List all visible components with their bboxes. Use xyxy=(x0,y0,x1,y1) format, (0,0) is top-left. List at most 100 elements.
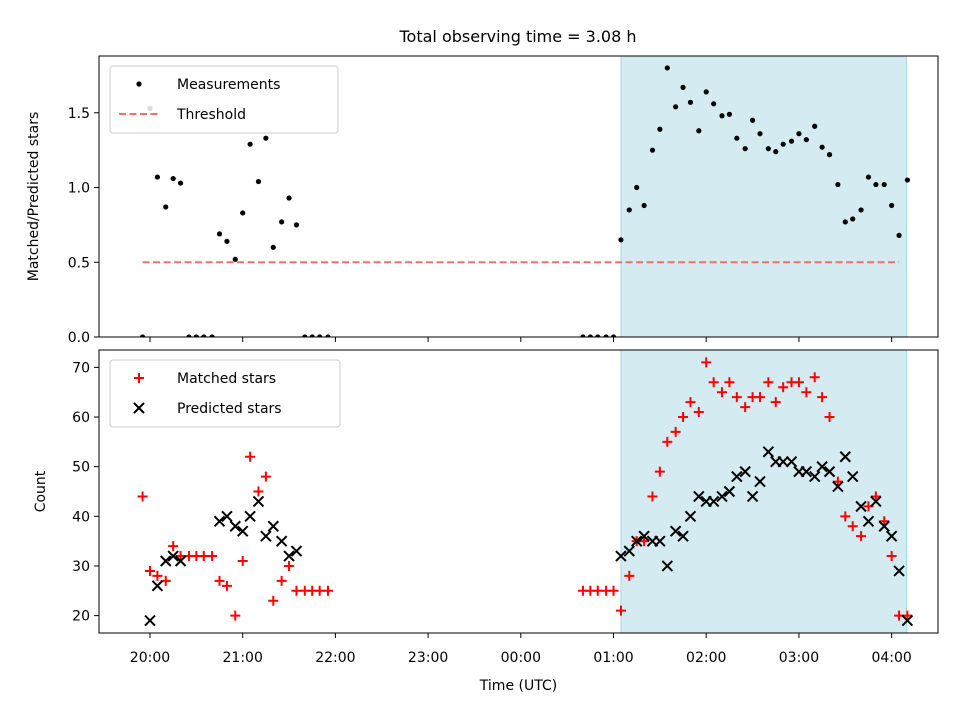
measurement-point xyxy=(293,222,300,228)
legend-marker-swatch xyxy=(133,402,145,414)
legend-box xyxy=(109,359,341,428)
measurement-point xyxy=(780,141,786,147)
x-tick-label: 21:00 xyxy=(223,650,263,666)
legend-label: Threshold xyxy=(176,107,246,123)
observing-span-shade xyxy=(620,56,907,337)
measurement-point xyxy=(247,141,253,147)
measurement-point xyxy=(263,135,269,141)
x-tick-label: 01:00 xyxy=(593,650,633,666)
measurement-point xyxy=(193,334,199,337)
x-tick-label: 03:00 xyxy=(779,650,819,666)
predicted-star-point xyxy=(221,510,233,523)
matched-star-point xyxy=(615,605,626,616)
predicted-star-point xyxy=(290,545,303,557)
matched-star-point xyxy=(152,570,163,581)
measurement-point xyxy=(796,131,802,137)
measurement-point xyxy=(209,334,215,337)
measurement-point xyxy=(634,184,640,191)
measurement-point xyxy=(788,138,795,144)
measurement-point xyxy=(626,207,632,213)
predicted-star-point xyxy=(870,495,882,508)
legend-marker-swatch xyxy=(134,373,144,383)
y-axis-label: Count xyxy=(33,470,49,512)
predicted-star-point xyxy=(716,490,728,503)
legend-label: Matched stars xyxy=(177,371,276,387)
predicted-star-point xyxy=(661,560,674,572)
predicted-star-point xyxy=(808,470,821,483)
matched-star-point xyxy=(245,451,256,462)
matched-star-point xyxy=(801,387,812,398)
measurement-point xyxy=(773,149,779,155)
matched-star-point xyxy=(740,402,751,413)
matched-star-point xyxy=(724,377,735,388)
matched-star-point xyxy=(685,397,696,408)
measurement-point xyxy=(687,99,694,105)
predicted-star-point xyxy=(638,530,650,542)
figure-title: Total observing time = 3.08 h xyxy=(398,27,636,46)
measurement-point xyxy=(657,126,663,132)
measurement-point xyxy=(726,111,733,117)
measurement-point xyxy=(881,181,887,188)
measurement-point xyxy=(279,219,285,225)
measurement-point xyxy=(309,334,315,337)
measurement-point xyxy=(865,174,872,180)
measurement-point xyxy=(850,216,856,222)
measurement-point xyxy=(595,334,601,337)
predicted-star-point xyxy=(878,520,890,532)
predicted-star-point xyxy=(816,460,828,473)
predicted-star-point xyxy=(823,465,836,478)
legend: Measurements Threshold xyxy=(109,65,339,134)
predicted-star-point xyxy=(839,451,852,463)
measurement-point xyxy=(618,237,624,243)
matched-star-point xyxy=(175,551,186,562)
matched-star-point xyxy=(856,531,867,542)
measurement-point xyxy=(587,334,593,337)
measurement-point xyxy=(749,117,756,123)
x-tick-label: 20:00 xyxy=(130,650,170,666)
matched-star-point xyxy=(168,541,179,552)
measurement-point xyxy=(286,195,292,201)
matched-star-point xyxy=(817,392,828,403)
measurement-point xyxy=(858,207,864,213)
matched-star-point xyxy=(716,387,727,398)
measurement-point xyxy=(216,231,223,237)
measurement-point xyxy=(163,204,169,210)
top-panel: 0.0 0.5 1.0 1.5 Matched/Predicted stars Measu… xyxy=(26,55,939,346)
series-group xyxy=(139,65,911,337)
predicted-star-point xyxy=(151,580,164,592)
measurement-point xyxy=(703,89,709,95)
y-tick-label: 0.0 xyxy=(68,330,90,346)
measurement-point xyxy=(177,180,184,186)
measurement-point xyxy=(742,146,748,152)
y-tick-label: 40 xyxy=(72,509,90,525)
predicted-star-point xyxy=(244,510,256,523)
measurement-point xyxy=(765,146,771,152)
matched-star-point xyxy=(284,560,295,571)
predicted-star-point xyxy=(167,550,179,562)
matched-star-point xyxy=(291,585,302,596)
predicted-star-point xyxy=(746,490,759,503)
matched-star-point xyxy=(268,595,279,606)
predicted-star-point xyxy=(275,535,288,547)
matched-star-point xyxy=(708,377,719,388)
predicted-star-point xyxy=(885,530,898,542)
predicted-star-point xyxy=(754,475,766,488)
predicted-star-point xyxy=(267,520,279,532)
observing-span-shade xyxy=(620,350,907,633)
measurement-point xyxy=(803,137,809,143)
predicted-star-point xyxy=(615,550,627,562)
measurement-point xyxy=(224,238,230,244)
y-tick-label: 70 xyxy=(72,360,90,376)
measurement-point xyxy=(302,334,308,337)
y-tick-label: 60 xyxy=(72,410,90,426)
matched-star-point xyxy=(770,397,781,408)
x-axis-label: Time (UTC) xyxy=(479,678,557,694)
predicted-star-point xyxy=(893,565,905,577)
predicted-star-point xyxy=(832,480,844,493)
matched-star-point xyxy=(221,580,232,591)
measurement-point xyxy=(711,101,717,107)
legend-marker-swatch xyxy=(136,81,142,87)
predicted-star-point xyxy=(283,550,295,562)
measurement-point xyxy=(255,178,262,185)
measurement-point xyxy=(819,144,825,150)
